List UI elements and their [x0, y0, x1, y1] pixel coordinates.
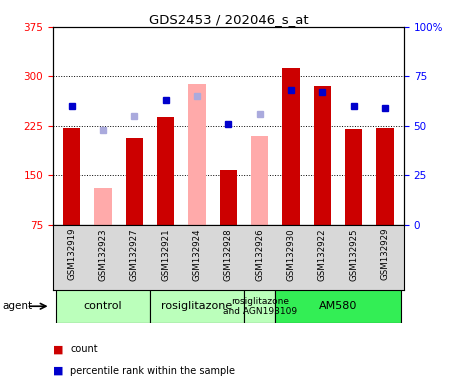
- Text: percentile rank within the sample: percentile rank within the sample: [70, 366, 235, 376]
- Text: ■: ■: [53, 366, 63, 376]
- Text: GSM132928: GSM132928: [224, 228, 233, 281]
- Text: GSM132921: GSM132921: [161, 228, 170, 281]
- Bar: [376, 128, 394, 225]
- Text: ■: ■: [53, 344, 63, 354]
- Bar: [314, 86, 331, 225]
- Bar: [275, 290, 401, 323]
- Bar: [150, 290, 244, 323]
- Bar: [345, 129, 362, 225]
- Bar: [244, 290, 275, 323]
- Text: GSM132922: GSM132922: [318, 228, 327, 281]
- Text: count: count: [70, 344, 98, 354]
- Text: GSM132926: GSM132926: [255, 228, 264, 281]
- Bar: [126, 137, 143, 225]
- Text: GSM132930: GSM132930: [286, 228, 296, 281]
- Text: agent: agent: [2, 301, 33, 311]
- Text: GSM132927: GSM132927: [130, 228, 139, 281]
- Text: GSM132924: GSM132924: [192, 228, 202, 281]
- Bar: [282, 68, 300, 225]
- Bar: [95, 189, 112, 225]
- Text: control: control: [84, 301, 122, 311]
- Text: GSM132923: GSM132923: [98, 228, 107, 281]
- Bar: [188, 84, 206, 225]
- Bar: [63, 128, 80, 225]
- Title: GDS2453 / 202046_s_at: GDS2453 / 202046_s_at: [149, 13, 308, 26]
- Bar: [220, 170, 237, 225]
- Text: GSM132925: GSM132925: [349, 228, 358, 281]
- Text: GSM132919: GSM132919: [67, 228, 76, 280]
- Text: rosiglitazone: rosiglitazone: [162, 301, 233, 311]
- Text: AM580: AM580: [319, 301, 357, 311]
- Text: GSM132929: GSM132929: [381, 228, 390, 280]
- Bar: [157, 117, 174, 225]
- Bar: [56, 290, 150, 323]
- Text: rosiglitazone
and AGN193109: rosiglitazone and AGN193109: [223, 296, 297, 316]
- Bar: [251, 136, 269, 225]
